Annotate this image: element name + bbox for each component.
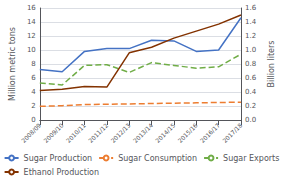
svg-text:14: 14 <box>27 18 36 26</box>
svg-text:8: 8 <box>31 60 35 68</box>
svg-text:2014/15: 2014/15 <box>154 121 177 144</box>
svg-text:6: 6 <box>31 74 36 82</box>
svg-text:2008/09: 2008/09 <box>20 121 43 144</box>
svg-text:2: 2 <box>31 102 35 110</box>
svg-text:Billion liters: Billion liters <box>267 41 276 88</box>
svg-text:Sugar Exports: Sugar Exports <box>223 154 279 163</box>
svg-text:Sugar Consumption: Sugar Consumption <box>118 154 197 163</box>
svg-text:2011/12: 2011/12 <box>87 121 110 144</box>
svg-text:Million metric tons: Million metric tons <box>8 27 17 101</box>
svg-text:1.0: 1.0 <box>245 46 256 54</box>
svg-text:0.8: 0.8 <box>245 60 256 68</box>
svg-text:1.6: 1.6 <box>245 4 257 12</box>
svg-text:1.4: 1.4 <box>245 18 257 26</box>
svg-text:2009/10: 2009/10 <box>42 121 65 144</box>
svg-text:2016/17: 2016/17 <box>199 121 222 144</box>
svg-text:0.0: 0.0 <box>245 116 256 124</box>
svg-text:16: 16 <box>27 4 36 12</box>
svg-text:2010/11: 2010/11 <box>64 121 87 144</box>
svg-text:0.4: 0.4 <box>245 88 257 96</box>
svg-text:12: 12 <box>27 32 36 40</box>
svg-text:1.2: 1.2 <box>245 32 256 40</box>
svg-text:2013/14: 2013/14 <box>131 121 154 144</box>
svg-text:2017/18: 2017/18 <box>221 121 244 144</box>
svg-text:4: 4 <box>31 88 36 96</box>
svg-text:0.2: 0.2 <box>245 102 256 110</box>
svg-text:0.6: 0.6 <box>245 74 257 82</box>
svg-text:10: 10 <box>27 46 36 54</box>
svg-text:2015/16: 2015/16 <box>176 121 199 144</box>
svg-text:Sugar Production: Sugar Production <box>24 154 93 163</box>
svg-text:Ethanol Production: Ethanol Production <box>24 168 99 177</box>
svg-text:0: 0 <box>31 116 36 124</box>
svg-text:2012/13: 2012/13 <box>109 121 132 144</box>
